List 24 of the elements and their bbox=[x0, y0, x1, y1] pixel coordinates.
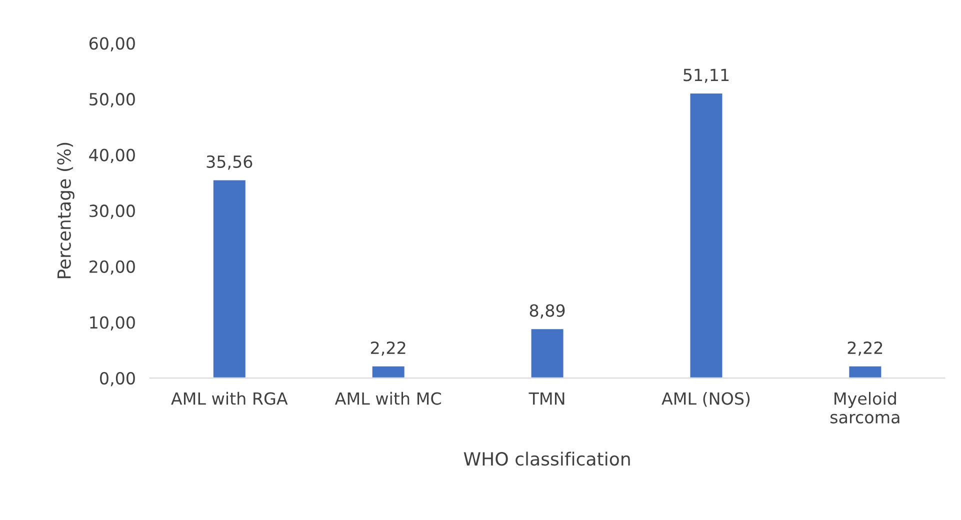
y-tick-label: 30,00 bbox=[90, 204, 135, 219]
data-label: 2,22 bbox=[371, 341, 406, 356]
y-tick-label: 60,00 bbox=[89, 37, 135, 52]
y-tick-label: 0,00 bbox=[100, 372, 135, 386]
x-tick-label: Myeloid sarcoma bbox=[830, 392, 900, 424]
x-tick-label: TMN bbox=[528, 392, 564, 405]
y-tick-label: 20,00 bbox=[90, 260, 135, 275]
x-tick-label: AML with RGA bbox=[171, 392, 288, 405]
bar bbox=[370, 364, 406, 378]
data-label: 51,11 bbox=[684, 68, 729, 83]
bar bbox=[530, 328, 565, 378]
y-tick-label: 40,00 bbox=[89, 148, 135, 164]
bar bbox=[688, 92, 724, 378]
data-label: 2,22 bbox=[848, 341, 882, 356]
x-tick-label: AML (NOS) bbox=[662, 392, 750, 407]
y-tick-label: 50,00 bbox=[90, 92, 135, 108]
x-axis-title: WHO classification bbox=[464, 452, 630, 466]
bar bbox=[212, 178, 247, 378]
y-tick-label: 10,00 bbox=[90, 316, 135, 330]
x-tick-label: AML with MC bbox=[334, 392, 441, 405]
data-label: 35,56 bbox=[206, 155, 252, 170]
y-axis-title: Percentage (%) bbox=[56, 142, 74, 278]
bar bbox=[848, 364, 883, 378]
data-label: 8,89 bbox=[530, 304, 565, 319]
